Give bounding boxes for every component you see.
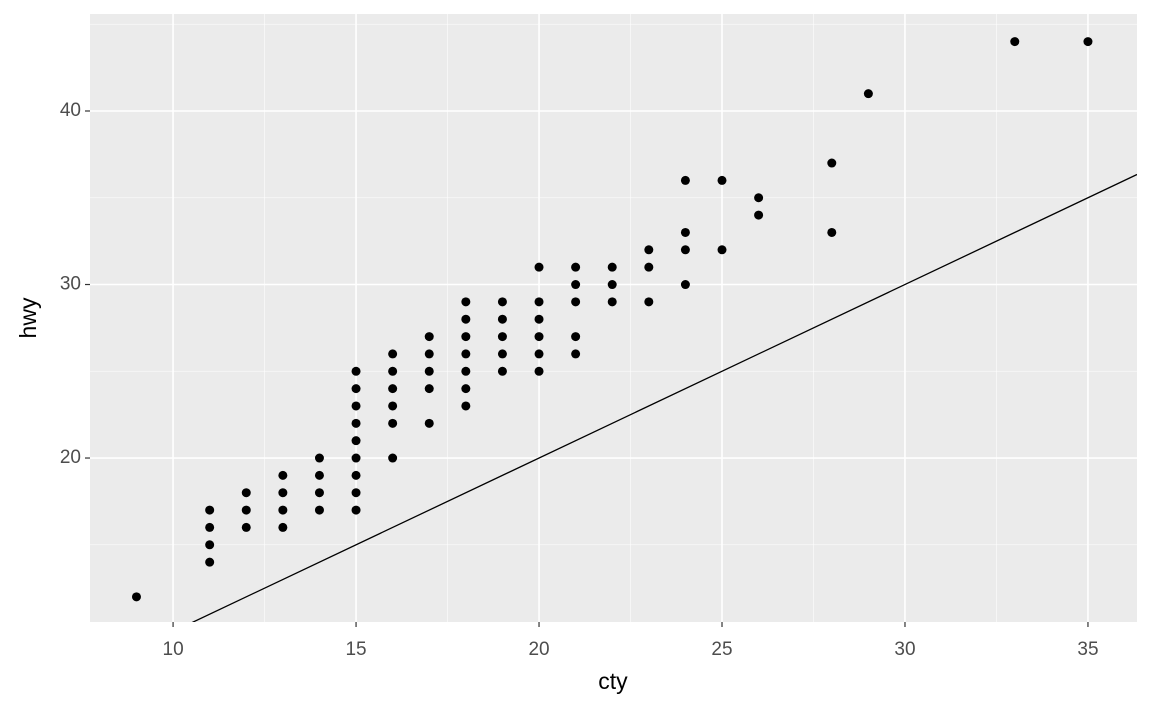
- point: [497, 349, 507, 359]
- point: [680, 227, 690, 237]
- point: [351, 384, 361, 394]
- point: [571, 332, 581, 342]
- point: [497, 314, 507, 324]
- point: [351, 366, 361, 376]
- point: [680, 245, 690, 255]
- point: [351, 401, 361, 411]
- point: [278, 505, 288, 515]
- point: [497, 297, 507, 307]
- point: [314, 470, 324, 480]
- point: [571, 262, 581, 272]
- marks: [131, 37, 1137, 622]
- point: [534, 314, 544, 324]
- x-tick-label: 15: [345, 639, 366, 660]
- point: [424, 384, 434, 394]
- point: [607, 297, 617, 307]
- point: [680, 175, 690, 185]
- point: [863, 89, 873, 99]
- point: [351, 453, 361, 463]
- point: [278, 470, 288, 480]
- point: [388, 401, 398, 411]
- point: [571, 349, 581, 359]
- point: [278, 522, 288, 532]
- y-tick-label: 20: [60, 447, 81, 468]
- x-tick-label: 10: [163, 639, 184, 660]
- y-axis-title: hwy: [15, 297, 41, 338]
- point: [351, 436, 361, 446]
- y-tick-label: 40: [60, 100, 81, 121]
- point: [461, 349, 471, 359]
- point: [717, 245, 727, 255]
- grid: [90, 14, 1137, 622]
- point: [351, 418, 361, 428]
- point: [534, 366, 544, 376]
- point: [241, 488, 251, 498]
- point: [388, 453, 398, 463]
- point: [827, 158, 837, 168]
- point: [461, 314, 471, 324]
- point: [607, 262, 617, 272]
- point: [827, 227, 837, 237]
- point: [497, 332, 507, 342]
- point: [131, 592, 141, 602]
- point: [717, 175, 727, 185]
- point: [205, 522, 215, 532]
- point: [461, 384, 471, 394]
- point: [1010, 37, 1020, 47]
- point: [205, 540, 215, 550]
- point: [644, 297, 654, 307]
- point: [534, 262, 544, 272]
- point: [424, 349, 434, 359]
- point: [497, 366, 507, 376]
- point: [314, 453, 324, 463]
- point: [1083, 37, 1093, 47]
- point: [461, 401, 471, 411]
- point: [644, 245, 654, 255]
- point: [461, 332, 471, 342]
- y-tick-label: 30: [60, 274, 81, 295]
- x-tick-label: 30: [894, 639, 915, 660]
- point: [388, 418, 398, 428]
- point: [388, 366, 398, 376]
- point: [461, 297, 471, 307]
- point: [644, 262, 654, 272]
- x-tick-label: 25: [711, 639, 732, 660]
- point: [424, 366, 434, 376]
- point: [571, 280, 581, 290]
- point: [754, 193, 764, 203]
- reference-line: [191, 173, 1137, 622]
- point: [205, 505, 215, 515]
- point: [680, 280, 690, 290]
- point: [754, 210, 764, 220]
- point: [388, 384, 398, 394]
- x-axis-title: cty: [598, 668, 628, 694]
- point: [241, 522, 251, 532]
- point: [424, 332, 434, 342]
- point: [351, 488, 361, 498]
- point: [571, 297, 581, 307]
- point: [314, 505, 324, 515]
- point: [534, 297, 544, 307]
- x-tick-label: 35: [1077, 639, 1098, 660]
- point: [278, 488, 288, 498]
- point: [534, 332, 544, 342]
- point: [388, 349, 398, 359]
- point: [424, 418, 434, 428]
- point: [607, 280, 617, 290]
- x-tick-label: 20: [528, 639, 549, 660]
- point: [351, 505, 361, 515]
- point: [461, 366, 471, 376]
- point: [241, 505, 251, 515]
- point: [314, 488, 324, 498]
- point: [205, 557, 215, 567]
- point: [351, 470, 361, 480]
- point: [534, 349, 544, 359]
